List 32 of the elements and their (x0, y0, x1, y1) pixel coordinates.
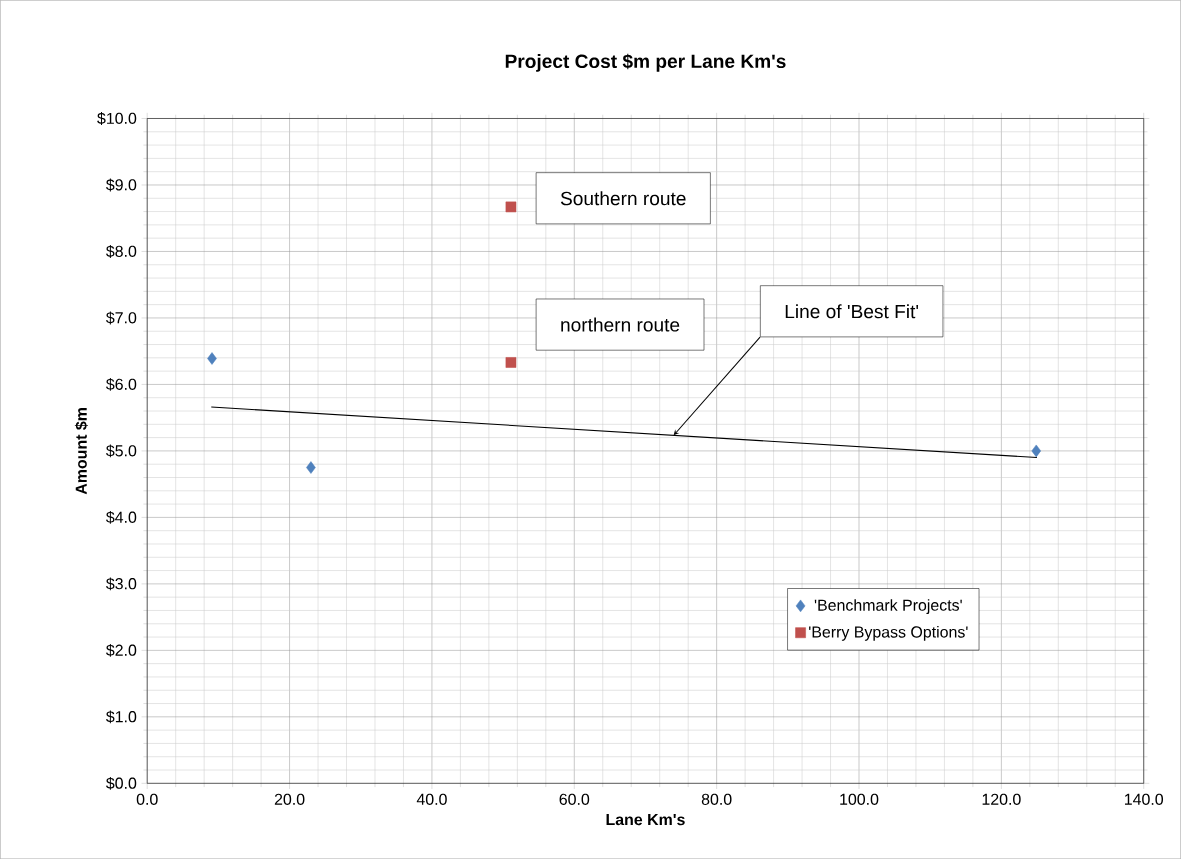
annotation: Southern route (560, 191, 686, 206)
y-tick-label: $5.0 (106, 444, 137, 458)
x-axis-title: Lane Km's (606, 814, 685, 826)
y-tick-label: $1.0 (106, 710, 137, 724)
x-tick-label: 40.0 (416, 793, 447, 805)
y-tick-label: $2.0 (106, 643, 137, 657)
point (505, 357, 517, 368)
y-tick-label: $7.0 (106, 311, 137, 325)
x-tick-label: 80.0 (701, 793, 732, 805)
x-tick-label: 120.0 (982, 793, 1021, 805)
legend-label: 'Benchmark Projects' (814, 599, 962, 614)
point (1031, 444, 1041, 458)
y-tick-label: $3.0 (106, 577, 137, 591)
y-tick-label: $8.0 (106, 244, 137, 258)
point (207, 352, 217, 365)
y-tick-label: $0.0 (106, 776, 137, 790)
point (505, 201, 517, 213)
x-tick-label: 20.0 (274, 793, 305, 805)
annotation: northern route (561, 317, 680, 332)
y-axis-title: Amount $m (74, 408, 88, 495)
x-tick-label: 0.0 (136, 793, 158, 805)
chart-title: Project Cost $m per Lane Km's (505, 53, 786, 72)
legend-label: 'Berry Bypass Options' (809, 625, 968, 641)
y-tick-label: $6.0 (106, 377, 137, 391)
x-tick-label: 60.0 (559, 793, 590, 805)
y-tick-label: $4.0 (106, 510, 137, 524)
annotation: Line of 'Best Fit' (785, 304, 919, 319)
y-tick-label: $10.0 (97, 111, 137, 125)
point (306, 461, 316, 474)
x-tick-label: 140.0 (1124, 793, 1164, 805)
y-tick-label: $9.0 (106, 178, 137, 192)
x-tick-label: 100.0 (840, 793, 879, 805)
